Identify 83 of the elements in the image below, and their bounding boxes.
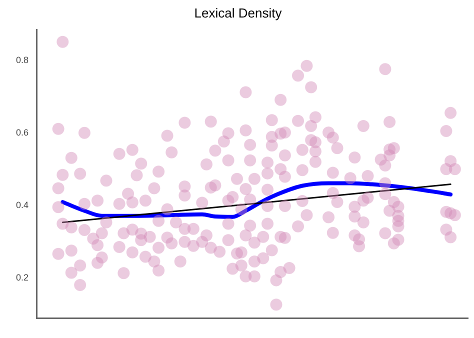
point <box>126 196 138 208</box>
point <box>248 172 260 185</box>
point <box>74 259 86 272</box>
point <box>296 164 308 176</box>
point <box>266 244 278 256</box>
point <box>262 167 274 180</box>
point <box>222 154 234 166</box>
point <box>78 126 90 139</box>
point <box>139 250 152 263</box>
point <box>113 198 126 210</box>
point <box>262 218 274 230</box>
point <box>240 183 252 196</box>
y-tick-label: 0.8 <box>16 55 29 66</box>
point <box>326 166 339 179</box>
point <box>444 231 457 244</box>
point <box>262 184 274 196</box>
point <box>52 201 64 214</box>
chart-title: Lexical Density <box>194 5 282 20</box>
point <box>292 114 304 127</box>
point <box>448 209 461 222</box>
point <box>257 252 270 264</box>
point <box>348 200 361 213</box>
point <box>392 214 404 227</box>
point <box>300 209 313 222</box>
point <box>56 168 69 181</box>
point <box>222 234 234 246</box>
point <box>379 177 392 190</box>
point <box>278 149 291 162</box>
point <box>270 298 282 311</box>
point <box>152 214 165 227</box>
y-tick-label: 0.4 <box>16 200 29 210</box>
point <box>178 180 191 192</box>
point <box>278 170 291 183</box>
point <box>96 227 108 240</box>
point <box>274 230 287 243</box>
point <box>379 188 392 200</box>
point <box>326 226 339 239</box>
point <box>65 244 78 257</box>
point <box>231 172 243 185</box>
point <box>222 218 234 230</box>
point <box>113 240 126 253</box>
point <box>178 236 191 248</box>
point <box>65 266 78 279</box>
point <box>292 70 304 82</box>
point <box>305 134 318 146</box>
point <box>362 170 374 182</box>
point <box>100 216 112 228</box>
y-tick-label: 0.6 <box>16 128 29 138</box>
point <box>379 227 392 240</box>
point <box>235 259 248 272</box>
point <box>235 203 248 216</box>
point <box>148 255 160 268</box>
point <box>305 120 318 132</box>
point <box>322 211 335 224</box>
point <box>309 156 322 168</box>
point <box>126 246 138 258</box>
point <box>392 200 404 213</box>
point <box>248 236 260 249</box>
point <box>326 187 339 200</box>
point <box>152 242 165 254</box>
point <box>152 264 165 277</box>
point <box>78 224 90 236</box>
point <box>56 218 69 230</box>
point <box>74 279 86 292</box>
point <box>240 86 252 98</box>
point <box>244 154 256 166</box>
point <box>52 182 64 194</box>
point <box>357 120 370 132</box>
point <box>52 248 64 260</box>
point <box>240 229 252 242</box>
point <box>244 220 256 232</box>
point <box>196 196 208 209</box>
point <box>166 237 178 250</box>
point <box>118 227 130 240</box>
point <box>331 196 344 208</box>
point <box>278 200 291 212</box>
y-tick-label: 0.2 <box>16 272 29 283</box>
point <box>209 144 222 157</box>
point <box>309 145 322 158</box>
point <box>161 203 174 216</box>
point <box>244 194 256 206</box>
point <box>296 194 308 207</box>
point <box>262 200 274 212</box>
